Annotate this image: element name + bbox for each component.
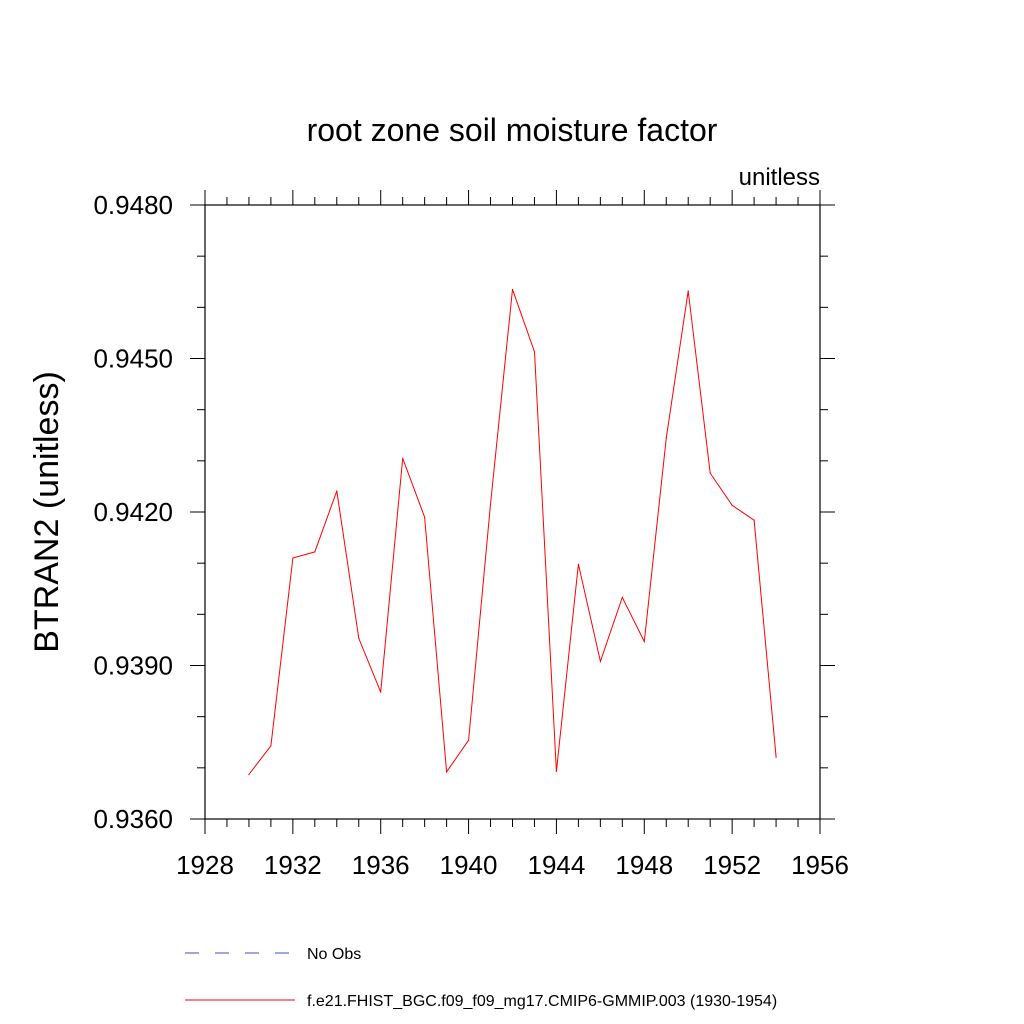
data-point [643,640,645,643]
x-tick-label: 1940 [440,850,498,880]
data-point [753,519,755,521]
x-tick-label: 1948 [615,850,673,880]
legend-entry-no-obs: No Obs [185,946,361,963]
x-tick-label: 1956 [791,850,849,880]
data-point [424,516,426,518]
data-point [489,503,492,505]
data-point [687,290,689,292]
data-point [380,691,382,693]
data-point [599,660,601,663]
data-point [336,490,338,492]
data-point [555,770,558,773]
data-point [775,756,777,758]
chart-title: root zone soil moisture factor [307,112,718,148]
y-tick-label: 0.9360 [93,804,173,834]
x-tick-label: 1944 [528,850,586,880]
y-tick-label: 0.9420 [93,497,173,527]
x-tick-label: 1936 [352,850,410,880]
data-point [270,745,272,747]
x-tick-label: 1932 [264,850,322,880]
legend: No Obs f.e21.FHIST_BGC.f09_f09_mg17.CMIP… [185,946,777,1010]
data-point [533,351,536,353]
data-point [446,771,448,773]
legend-label-no-obs: No Obs [307,946,361,963]
y-tick-label: 0.9480 [93,190,173,220]
legend-entry-model-run: f.e21.FHIST_BGC.f09_f09_mg17.CMIP6-GMMIP… [185,993,777,1010]
y-axis-label: BTRAN2 (unitless) [28,371,66,653]
plot-frame [204,204,821,820]
data-point [292,557,294,559]
data-point [467,739,470,741]
data-point [577,563,579,565]
x-tick-label: 1952 [703,850,761,880]
series-line [248,289,777,775]
data-point [511,288,514,291]
data-point [314,551,316,553]
data-point [709,472,711,474]
x-tick-label: 1928 [176,850,234,880]
legend-label-model-run: f.e21.FHIST_BGC.f09_f09_mg17.CMIP6-GMMIP… [307,993,777,1010]
data-point [665,437,667,439]
data-point [358,637,360,639]
y-axis: 0.9360 0.9390 0.9420 0.9450 0.9480 [93,190,835,834]
y-tick-label: 0.9450 [93,344,173,374]
y-tick-label: 0.9390 [93,651,173,681]
series-layer [248,288,777,776]
units-label: unitless [739,164,820,191]
data-point [731,504,733,506]
data-point [621,596,623,599]
x-axis: 1928 1932 1936 1940 1944 1948 1952 1956 [176,190,849,880]
data-point [248,773,250,776]
data-point [402,457,404,459]
